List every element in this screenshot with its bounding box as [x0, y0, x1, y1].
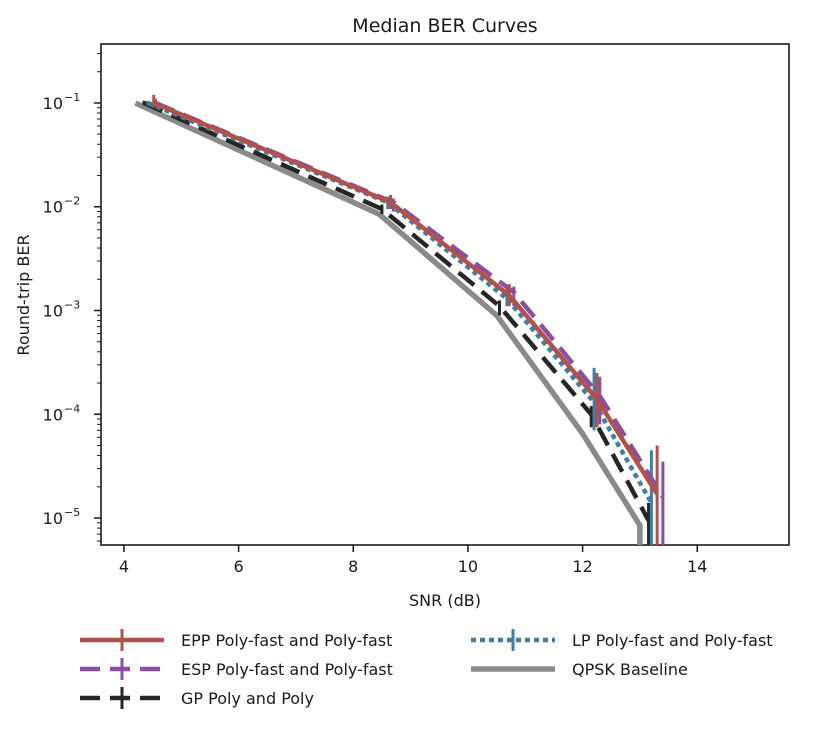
- series-group: [134, 94, 665, 545]
- plot-frame: [100, 43, 790, 546]
- y-tick-exponent: −3: [64, 299, 80, 312]
- y-tick-label: 10: [43, 405, 63, 424]
- plot-area: [134, 94, 665, 545]
- x-tick-label: 8: [348, 557, 358, 576]
- y-tick-exponent: −2: [64, 195, 80, 208]
- y-tick-exponent: −5: [64, 506, 80, 519]
- x-tick-label: 6: [234, 557, 244, 576]
- legend-label: EPP Poly-fast and Poly-fast: [181, 631, 392, 650]
- y-tick-label: 10: [43, 94, 63, 113]
- x-tick-label: 10: [458, 557, 478, 576]
- legend-label: ESP Poly-fast and Poly-fast: [181, 660, 393, 679]
- x-axis-label: SNR (dB): [409, 591, 481, 610]
- y-tick-label: 10: [43, 302, 63, 321]
- legend: EPP Poly-fast and Poly-fast ESP Poly-fast…: [80, 629, 773, 709]
- legend-label: LP Poly-fast and Poly-fast: [572, 631, 773, 650]
- series-line-2: [143, 100, 651, 522]
- y-tick-exponent: −1: [64, 91, 80, 104]
- y-tick-label: 10: [43, 509, 63, 528]
- y-tick-label: 10: [43, 198, 63, 217]
- chart-title: Median BER Curves: [352, 15, 537, 37]
- series-line-3: [147, 100, 654, 505]
- series-line-4: [134, 100, 643, 545]
- legend-label: QPSK Baseline: [572, 660, 688, 679]
- x-axis: 4 6 8 10 12 14: [119, 545, 707, 576]
- y-tick-exponent: −4: [64, 402, 80, 415]
- x-tick-label: 14: [687, 557, 707, 576]
- y-axis: 10−110−210−310−410−5: [43, 52, 101, 542]
- y-axis-label: Round-trip BER: [14, 234, 33, 355]
- x-tick-label: 4: [119, 557, 129, 576]
- legend-label: GP Poly and Poly: [181, 689, 314, 708]
- x-tick-label: 12: [572, 557, 592, 576]
